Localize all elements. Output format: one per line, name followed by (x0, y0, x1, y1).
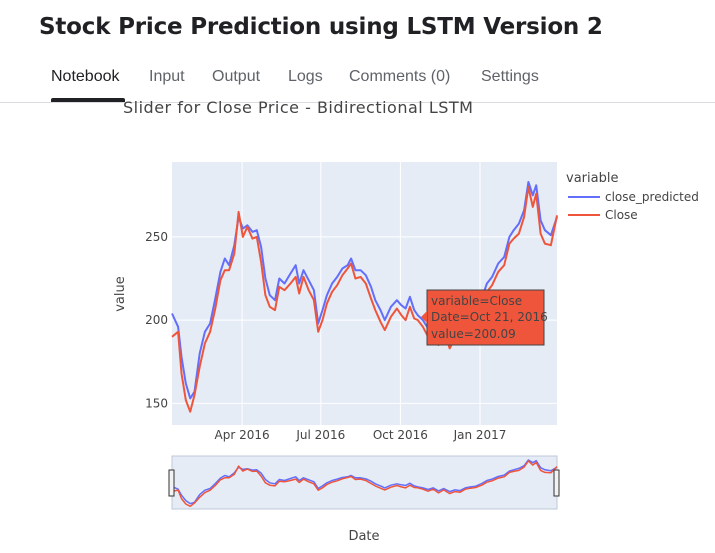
y-tick-label: 150 (145, 396, 168, 410)
tab-bar: Notebook Input Output Logs Comments (0) … (0, 62, 715, 103)
tab-input[interactable]: Input (149, 68, 185, 85)
x-tick-label: Jul 2016 (295, 428, 345, 442)
range-slider-left-handle[interactable] (168, 469, 175, 497)
range-slider-series (171, 459, 558, 508)
tab-logs[interactable]: Logs (288, 68, 323, 85)
y-axis-label: value (113, 276, 128, 312)
range-slider[interactable] (168, 455, 560, 510)
series-line-close[interactable] (171, 186, 558, 413)
x-tick-label: Apr 2016 (215, 428, 270, 442)
active-tab-indicator (51, 98, 125, 102)
tooltip-line-date: Date=Oct 21, 2016 (431, 310, 548, 324)
tooltip-line-variable: variable=Close (431, 294, 522, 308)
y-tick-label: 250 (145, 230, 168, 244)
range-slider-track[interactable] (171, 455, 558, 510)
tab-output[interactable]: Output (212, 68, 261, 85)
series-lines (171, 181, 558, 413)
tab-settings[interactable]: Settings (481, 68, 539, 85)
hover-tooltip: variable=Close Date=Oct 21, 2016 value=2… (421, 289, 548, 346)
x-tick-label: Jan 2017 (453, 428, 507, 442)
x-tick-label: Oct 2016 (373, 428, 428, 442)
legend: variable close_predicted Close (566, 171, 699, 222)
legend-label-close[interactable]: Close (605, 208, 638, 222)
chart-title: Slider for Close Price - Bidirectional L… (123, 98, 473, 117)
legend-label-close-predicted[interactable]: close_predicted (605, 190, 699, 204)
tooltip-line-value: value=200.09 (431, 327, 516, 341)
legend-title: variable (566, 171, 618, 186)
y-tick-label: 200 (145, 313, 168, 327)
slider-series-line-close (171, 460, 558, 508)
tab-comments[interactable]: Comments (0) (349, 68, 451, 85)
page-title: Stock Price Prediction using LSTM Versio… (39, 14, 603, 40)
y-tick-labels: 150 200 250 (145, 230, 168, 410)
x-axis-label: Date (348, 529, 379, 544)
range-slider-right-handle[interactable] (553, 469, 560, 497)
tooltip-box (426, 289, 545, 346)
tab-notebook[interactable]: Notebook (51, 68, 120, 85)
x-tick-labels: Apr 2016 Jul 2016 Oct 2016 Jan 2017 (215, 428, 507, 442)
tooltip-pointer (421, 311, 427, 323)
